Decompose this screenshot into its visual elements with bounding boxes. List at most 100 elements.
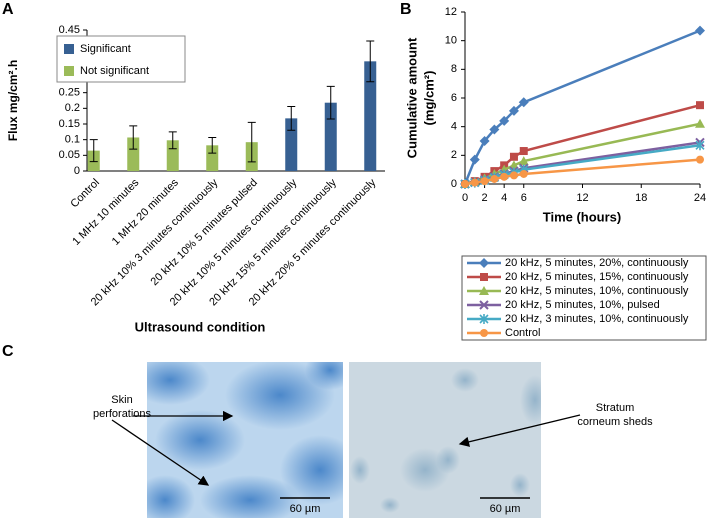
arrow	[111, 419, 210, 486]
marker	[500, 172, 509, 181]
x-tick-label: Control	[68, 177, 102, 211]
error-bar	[247, 121, 256, 163]
panel-label: A	[2, 1, 14, 18]
legend-label: 20 kHz, 5 minutes, 10%, pulsed	[505, 299, 660, 311]
legend-label: 20 kHz, 5 minutes, 20%, continuously	[505, 257, 689, 269]
marker	[469, 154, 480, 165]
y-axis-label: (mg/cm²)	[421, 71, 436, 126]
marker	[519, 169, 528, 178]
legend-label: Significant	[80, 43, 131, 55]
marker	[470, 178, 479, 187]
marker	[508, 105, 519, 116]
bar	[166, 140, 179, 171]
marker	[479, 286, 489, 295]
marker	[696, 155, 704, 164]
x-axis-label: Ultrasound condition	[135, 319, 266, 334]
scale-bar-label: 60 µm	[290, 503, 321, 515]
y-tick-label: 10	[445, 35, 457, 47]
marker	[508, 160, 519, 170]
y-tick-label: 0.05	[59, 149, 80, 161]
error-bar	[89, 139, 98, 163]
bar	[127, 137, 140, 171]
x-tick-label: 4	[501, 192, 507, 204]
x-tick-label: 1 MHz 20 minutes	[110, 176, 182, 248]
y-axis-label: Flux mg/cm².h	[6, 60, 20, 141]
y-tick-label: 8	[451, 63, 457, 75]
marker	[509, 152, 518, 161]
marker	[518, 156, 529, 166]
panel-c: C Skin perforations Stratum corneum shed…	[2, 343, 653, 518]
bar	[285, 118, 298, 171]
error-bar	[287, 105, 296, 131]
marker	[480, 273, 488, 281]
y-tick-label: 0.45	[59, 24, 80, 36]
marker	[480, 329, 488, 337]
annotation: Stratum	[596, 402, 635, 414]
y-tick-label: 0.25	[59, 87, 80, 99]
bar	[206, 145, 219, 171]
y-tick-label: 0	[74, 165, 80, 177]
legend-label: 20 kHz, 5 minutes, 15%, continuously	[505, 271, 689, 283]
y-tick-label: 12	[445, 6, 457, 18]
marker	[499, 115, 510, 126]
legend-box	[461, 255, 707, 341]
error-bar	[168, 131, 177, 150]
marker	[461, 180, 469, 188]
y-tick-label: 4	[451, 121, 457, 133]
legend-label: 20 kHz, 5 minutes, 10%, continuously	[505, 285, 689, 297]
x-tick-label: 12	[576, 192, 588, 204]
error-bar	[129, 125, 138, 150]
x-tick-label: 2	[482, 192, 488, 204]
error-bar	[326, 85, 335, 120]
x-axis-label: Time (hours)	[543, 209, 622, 224]
y-tick-label: 0	[451, 178, 457, 190]
marker	[480, 177, 489, 186]
legend-label: Not significant	[80, 65, 149, 77]
error-bar	[366, 40, 375, 83]
marker	[479, 314, 489, 324]
y-tick-label: 0.1	[65, 134, 80, 146]
error-bar	[208, 136, 217, 154]
marker	[479, 136, 490, 146]
legend-box	[56, 35, 186, 83]
y-tick-label: 0.15	[59, 118, 80, 130]
x-tick-label: 0	[462, 192, 468, 204]
annotation: perforations	[93, 408, 152, 420]
arrow	[458, 414, 581, 447]
y-axis-label: Cumulative amount	[404, 37, 419, 158]
marker	[479, 258, 489, 268]
marker	[518, 97, 529, 108]
y-tick-label: 6	[451, 92, 457, 104]
x-tick-label: 1 MHz 10 minutes	[70, 176, 142, 248]
micrograph-right	[349, 362, 541, 518]
micrograph-left	[147, 362, 343, 518]
y-tick-label: 0.2	[65, 102, 80, 114]
marker	[696, 101, 704, 110]
marker	[519, 147, 528, 156]
x-tick-label: 24	[694, 192, 706, 204]
scale-bar-label: 60 µm	[490, 503, 521, 515]
panel-label: C	[2, 343, 14, 360]
marker	[695, 140, 705, 151]
panel-label: B	[400, 1, 412, 18]
marker	[695, 118, 705, 128]
marker	[509, 171, 518, 180]
legend-swatch	[64, 66, 74, 76]
legend-label: Control	[505, 327, 540, 339]
marker	[695, 25, 705, 36]
annotation: corneum sheds	[577, 416, 653, 428]
x-tick-label: 6	[521, 192, 527, 204]
x-tick-label: 18	[635, 192, 647, 204]
y-tick-label: 2	[451, 149, 457, 161]
marker	[479, 300, 489, 310]
legend-label: 20 kHz, 3 minutes, 10%, continuously	[505, 313, 689, 325]
marker	[489, 124, 500, 135]
bar	[324, 102, 337, 171]
marker	[490, 174, 499, 183]
legend-swatch	[64, 44, 74, 54]
bar	[364, 61, 377, 172]
annotation: Skin	[111, 394, 132, 406]
